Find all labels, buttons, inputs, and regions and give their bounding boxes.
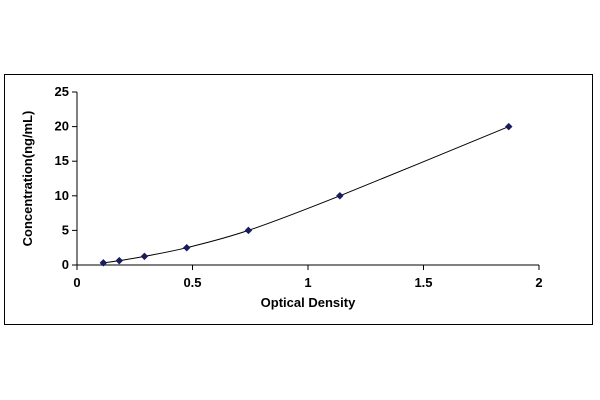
data-points bbox=[99, 122, 513, 267]
data-point-marker bbox=[504, 122, 513, 131]
x-axis-title: Optical Density bbox=[261, 295, 356, 310]
data-point-marker bbox=[244, 226, 253, 235]
y-axis: 0 5 10 15 20 25 bbox=[55, 84, 78, 272]
y-tick-label: 5 bbox=[62, 222, 69, 237]
x-axis: 0 0.5 1 1.5 2 bbox=[73, 264, 543, 290]
x-tick-label: 1 bbox=[304, 275, 311, 290]
chart-frame bbox=[4, 74, 593, 325]
x-tick-label: 0 bbox=[73, 275, 80, 290]
y-tick-label: 20 bbox=[55, 119, 69, 134]
y-tick-label: 15 bbox=[55, 153, 69, 168]
y-ticks: 0 5 10 15 20 25 bbox=[55, 84, 77, 272]
y-tick-label: 25 bbox=[55, 84, 69, 99]
x-ticks: 0 0.5 1 1.5 2 bbox=[73, 265, 543, 290]
x-tick-label: 2 bbox=[535, 275, 542, 290]
x-tick-label: 1.5 bbox=[414, 275, 432, 290]
data-point-marker bbox=[140, 252, 149, 261]
y-axis-title: Concentration(ng/mL) bbox=[20, 111, 35, 247]
y-tick-label: 0 bbox=[62, 257, 69, 272]
fit-curve bbox=[103, 126, 509, 264]
data-point-marker bbox=[115, 256, 124, 265]
data-point-marker bbox=[99, 259, 108, 267]
x-tick-label: 0.5 bbox=[183, 275, 201, 290]
y-tick-label: 10 bbox=[55, 188, 69, 203]
data-point-marker bbox=[182, 243, 191, 252]
data-point-marker bbox=[336, 191, 344, 200]
